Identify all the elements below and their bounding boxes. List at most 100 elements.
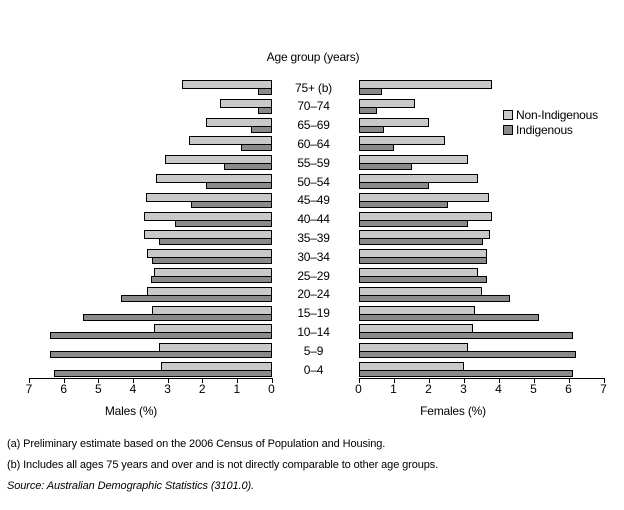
chart-title: Age group (years) (266, 50, 360, 64)
bar-males-indigenous (250, 125, 272, 133)
bar-males-indigenous (240, 144, 272, 152)
males-axis-title: Males (%) (104, 404, 158, 418)
bar-females-indigenous (358, 276, 487, 283)
age-group-label: 5–9 (303, 343, 324, 358)
bar-males-indigenous (120, 294, 272, 302)
non-indigenous-swatch-icon (503, 109, 513, 120)
axis-tick (568, 378, 570, 383)
bar-males-indigenous (49, 351, 272, 359)
females-axis-title: Females (%) (420, 404, 486, 418)
axis-tick-label: 3 (164, 382, 171, 396)
bar-females-non-indigenous (358, 136, 445, 146)
axis-tick (63, 378, 65, 383)
bar-males-non-indigenous (188, 136, 272, 146)
bar-males-non-indigenous (219, 98, 272, 108)
bar-females-indigenous (358, 106, 377, 114)
age-group-label: 0–4 (303, 362, 324, 377)
bar-females-indigenous (358, 144, 394, 152)
bar-males-indigenous (257, 88, 272, 95)
axis-tick-label: 3 (460, 382, 467, 396)
bar-females-indigenous (358, 200, 448, 208)
bar-males-non-indigenous (205, 117, 272, 127)
axis-tick (358, 378, 360, 383)
bar-males-indigenous (223, 163, 272, 171)
footnote-b: (b) Includes all ages 75 years and over … (7, 458, 439, 471)
bar-females-indigenous (358, 294, 510, 302)
axis-tick (202, 378, 204, 383)
axis-tick (167, 378, 169, 383)
age-group-label: 15–19 (297, 306, 330, 321)
axis-tick-label: 0 (268, 382, 275, 396)
axis-tick-label: 1 (233, 382, 241, 396)
age-group-label: 30–34 (297, 249, 330, 264)
bar-males-indigenous (49, 332, 272, 340)
bar-females-indigenous (358, 88, 382, 95)
bar-males-indigenous (205, 182, 272, 189)
age-group-label: 50–54 (297, 174, 330, 189)
bar-females-non-indigenous (358, 80, 492, 89)
age-group-label: 75+ (b) (295, 80, 332, 95)
bar-females-indigenous (358, 125, 384, 133)
axis-tick (98, 378, 100, 383)
bar-males-non-indigenous (181, 80, 272, 89)
bar-females-indigenous (358, 313, 539, 321)
bar-females-indigenous (358, 219, 468, 227)
males-axis-line (29, 378, 273, 379)
bar-males-indigenous (151, 257, 272, 265)
bar-females-non-indigenous (358, 117, 429, 127)
axis-tick (393, 378, 395, 383)
females-axis-line (358, 378, 605, 379)
bar-females-indigenous (358, 238, 483, 246)
footnotes: (a) Preliminary estimate based on the 20… (7, 438, 607, 500)
bar-females-indigenous (358, 370, 573, 377)
footnote-a: (a) Preliminary estimate based on the 20… (7, 438, 386, 450)
bar-males-indigenous (82, 313, 272, 321)
axis-tick-label: 6 (565, 382, 572, 396)
axis-tick-label: 2 (425, 382, 432, 396)
bar-males-indigenous (174, 219, 272, 227)
age-group-label: 65–69 (297, 118, 330, 133)
axis-tick-label: 5 (94, 382, 102, 396)
source-note: Source: Australian Demographic Statistic… (7, 479, 254, 492)
legend: Non-Indigenous Indigenous (503, 107, 598, 137)
legend-label-indigenous: Indigenous (516, 122, 573, 137)
axis-tick-label: 7 (25, 382, 33, 396)
age-group-label: 20–24 (297, 287, 330, 302)
axis-tick-label: 4 (129, 382, 137, 396)
bar-females-indigenous (358, 163, 412, 171)
bar-males-indigenous (150, 276, 272, 283)
bar-males-indigenous (53, 370, 272, 377)
axis-tick-label: 0 (355, 382, 362, 396)
bar-males-indigenous (158, 238, 272, 246)
bar-males-indigenous (190, 200, 272, 208)
indigenous-swatch-icon (503, 124, 513, 135)
axis-tick (463, 378, 465, 383)
age-group-label: 25–29 (297, 268, 330, 283)
age-group-label: 70–74 (297, 99, 330, 114)
bar-males-indigenous (257, 106, 272, 114)
age-group-label: 35–39 (297, 230, 330, 245)
axis-tick (533, 378, 535, 383)
age-group-label: 60–64 (297, 136, 330, 151)
axis-tick (132, 378, 134, 383)
axis-tick-label: 1 (390, 382, 397, 396)
age-group-label: 55–59 (297, 155, 330, 170)
bar-females-indigenous (358, 332, 573, 340)
axis-tick-label: 4 (495, 382, 502, 396)
axis-tick-label: 7 (600, 382, 607, 396)
axis-tick-label: 2 (198, 382, 206, 396)
axis-tick (498, 378, 500, 383)
axis-tick-label: 5 (530, 382, 537, 396)
axis-tick (428, 378, 430, 383)
bar-females-non-indigenous (358, 98, 415, 108)
axis-tick (29, 378, 31, 383)
age-group-label: 45–49 (297, 193, 330, 208)
bar-males-non-indigenous (164, 155, 272, 165)
legend-item-indigenous: Indigenous (503, 122, 598, 137)
bar-females-indigenous (358, 257, 487, 265)
legend-item-non-indigenous: Non-Indigenous (503, 107, 598, 122)
age-group-label: 40–44 (297, 212, 330, 227)
age-group-label: 10–14 (297, 324, 330, 339)
axis-tick (271, 378, 273, 383)
